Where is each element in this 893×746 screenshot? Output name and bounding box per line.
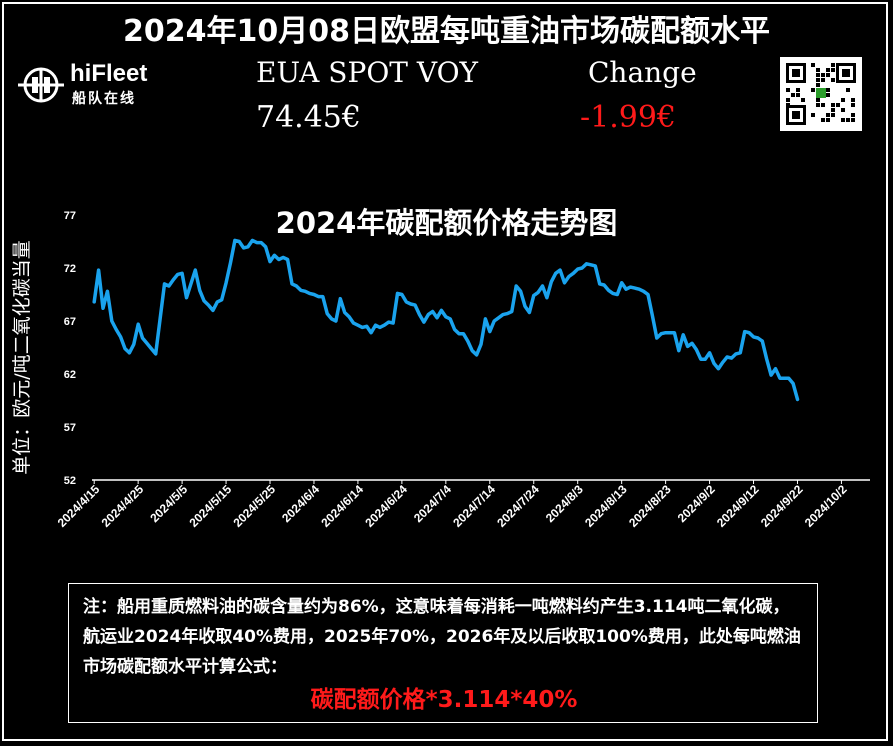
eua-value: 74.45€ <box>256 100 361 135</box>
x-tick-label: 2024/7/24 <box>494 482 542 530</box>
logo-text: hiFleet <box>70 60 148 87</box>
qr-code <box>780 57 862 131</box>
price-series-line <box>92 238 800 402</box>
qr-code-icon <box>786 63 856 125</box>
note-box: 注：船用重质燃料油的碳含量约为86%，这意味着每消耗一吨燃料约产生3.114吨二… <box>68 583 818 723</box>
y-tick-label: 77 <box>64 210 76 222</box>
change-value: -1.99€ <box>580 100 677 135</box>
y-tick-label: 52 <box>64 475 76 487</box>
x-tick-label: 2024/8/23 <box>626 482 674 530</box>
change-label: Change <box>588 56 697 89</box>
eua-label: EUA SPOT VOY <box>256 56 479 89</box>
x-tick-label: 2024/7/14 <box>450 482 498 530</box>
x-tick-label: 2024/6/14 <box>318 482 366 530</box>
x-tick-label: 2024/7/4 <box>411 482 454 525</box>
chart-title: 2024年碳配额价格走势图 <box>275 206 618 240</box>
logo-subtitle: 船队在线 <box>72 91 136 107</box>
hifleet-logo: hiFleet 船队在线 <box>18 60 168 108</box>
x-tick-label: 2024/4/15 <box>55 482 103 530</box>
x-tick-label: 2024/4/25 <box>99 482 147 530</box>
y-tick-label: 62 <box>64 369 76 381</box>
x-tick-label: 2024/8/13 <box>582 482 630 530</box>
x-tick-label: 2024/5/25 <box>230 482 278 530</box>
x-tick-label: 2024/6/24 <box>362 482 410 530</box>
y-tick-label: 72 <box>64 263 76 275</box>
x-tick-label: 2024/8/3 <box>543 482 586 525</box>
y-tick-label: 67 <box>64 316 76 328</box>
y-axis-label: 单位：欧元/吨二氧化碳当量 <box>11 240 33 474</box>
x-tick-label: 2024/9/12 <box>714 482 762 530</box>
page-title: 2024年10月08日欧盟每吨重油市场碳配额水平 <box>123 14 770 49</box>
note-text: 注：船用重质燃料油的碳含量约为86%，这意味着每消耗一吨燃料约产生3.114吨二… <box>83 597 801 677</box>
x-tick-label: 2024/9/22 <box>758 482 806 530</box>
x-tick-label: 2024/9/2 <box>675 482 718 525</box>
y-tick-label: 57 <box>64 422 76 434</box>
x-tick-label: 2024/10/2 <box>802 482 850 530</box>
formula-text: 碳配额价格*3.114*40% <box>310 687 578 713</box>
x-tick-label: 2024/5/15 <box>187 482 235 530</box>
hifleet-logo-icon <box>18 67 64 103</box>
x-tick-label: 2024/5/5 <box>147 482 190 525</box>
x-tick-label: 2024/6/4 <box>279 482 322 525</box>
